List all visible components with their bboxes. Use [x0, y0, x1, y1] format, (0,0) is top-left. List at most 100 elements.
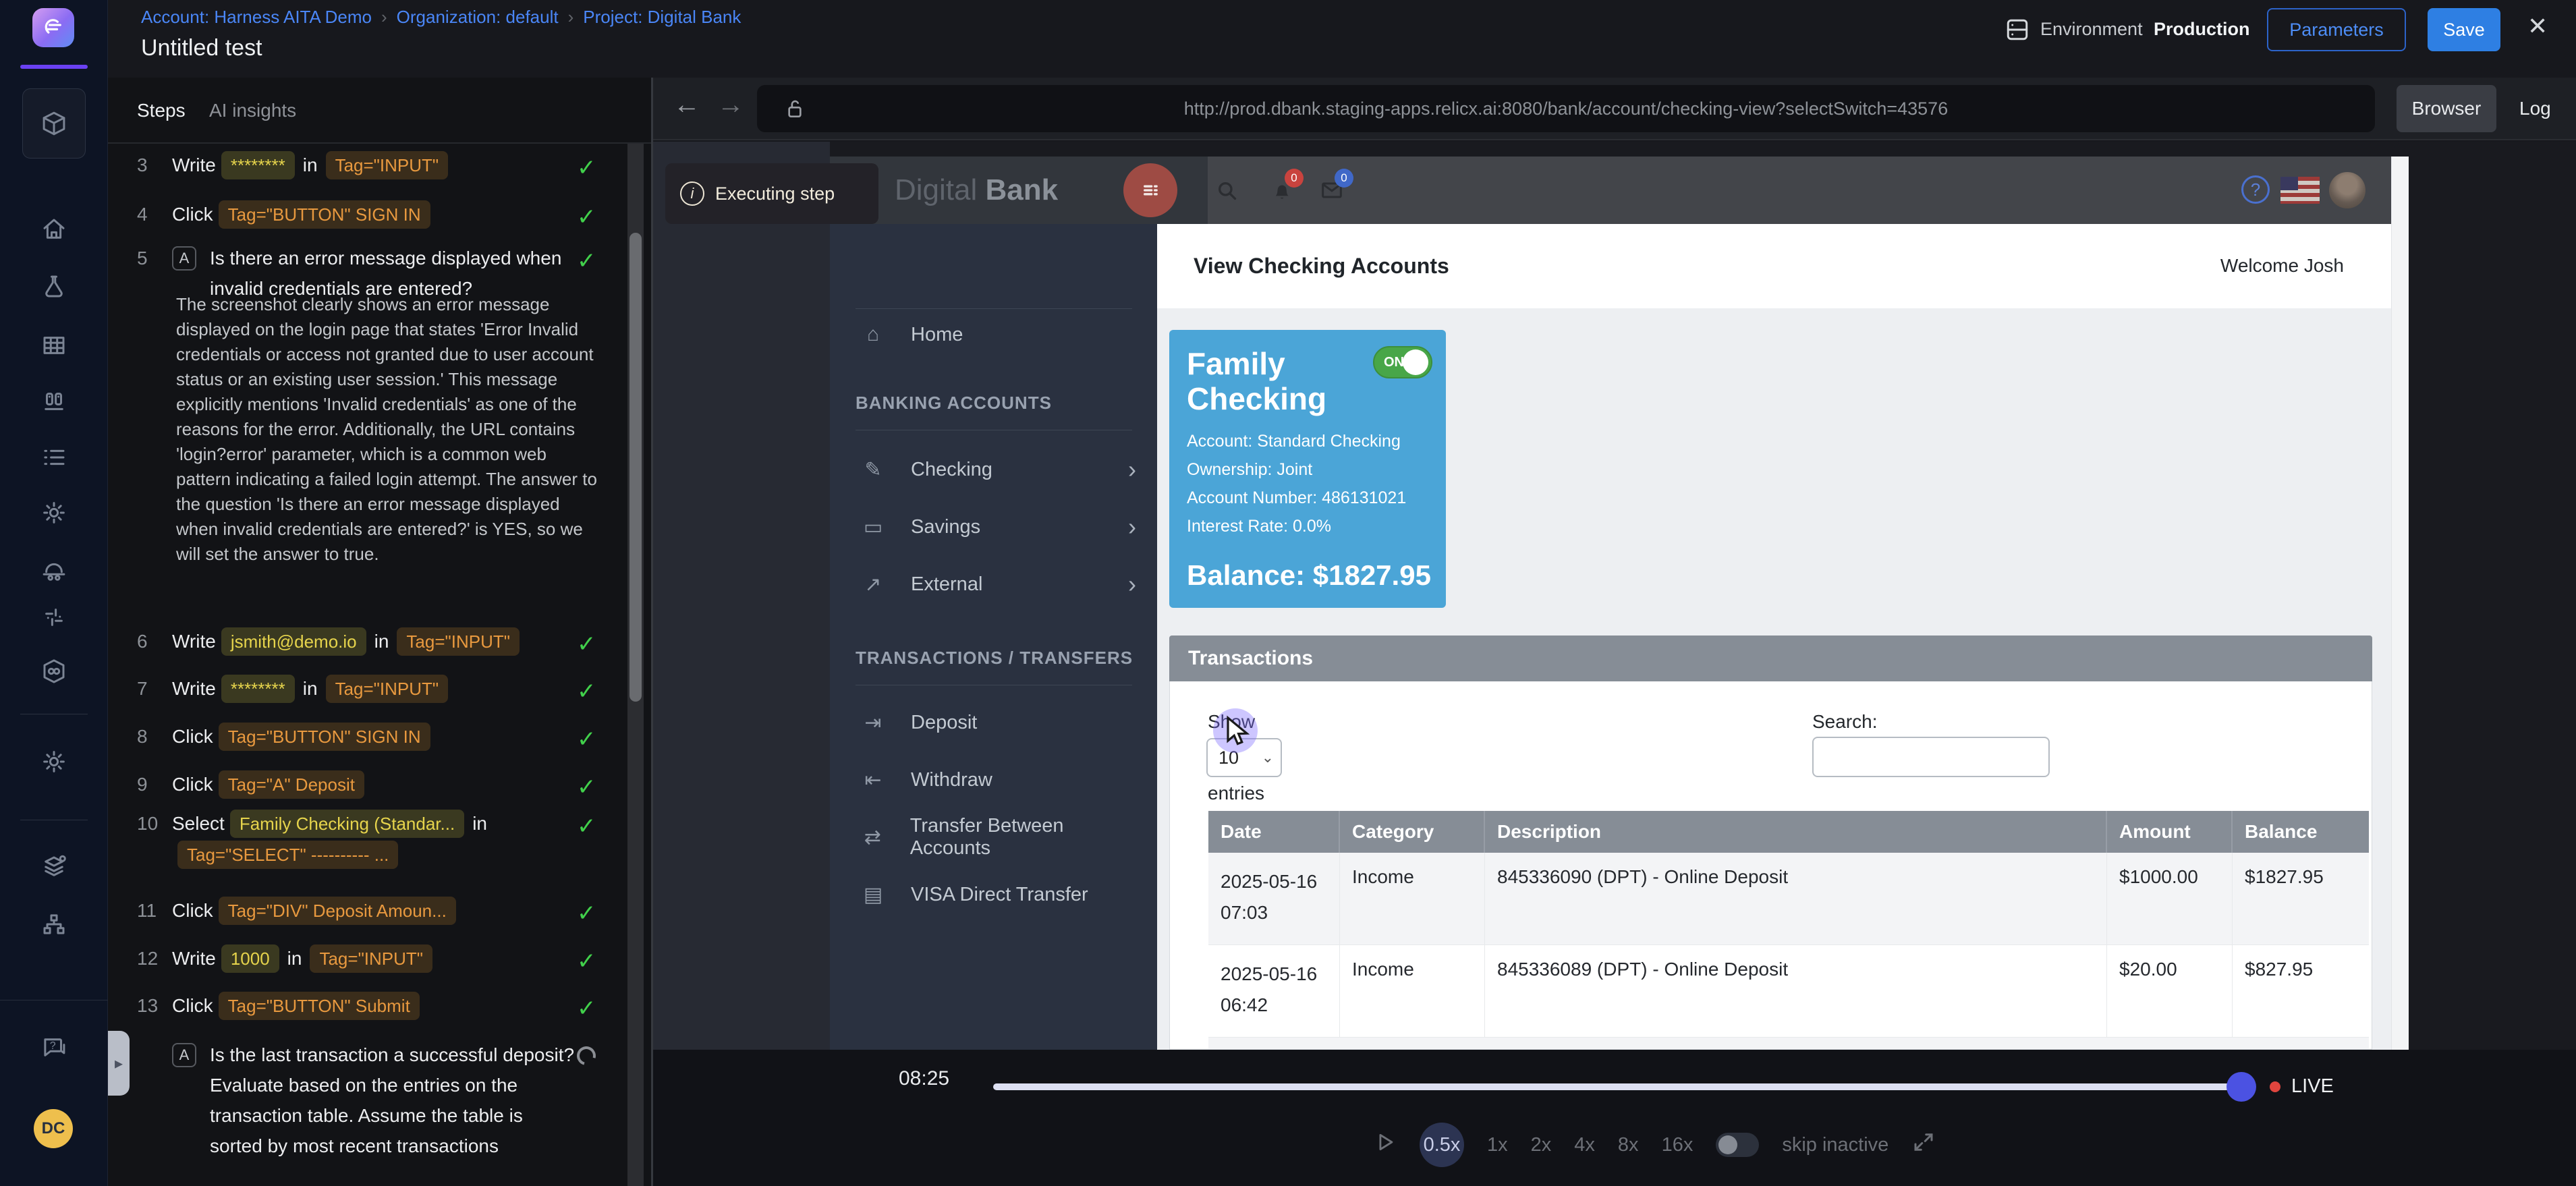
assertion-badge: A	[172, 246, 196, 271]
speed-option-2x[interactable]: 2x	[1530, 1133, 1552, 1156]
step-selector-badge: Tag="INPUT"	[397, 627, 520, 656]
mail-icon[interactable]: 0	[1318, 169, 1353, 207]
column-header[interactable]: Description	[1485, 811, 2107, 853]
account-toggle[interactable]: ON	[1373, 346, 1432, 378]
list-icon[interactable]	[39, 443, 69, 472]
table-header-row: Date Category Description Amount Balance	[1208, 811, 2369, 853]
close-icon[interactable]: ✕	[2527, 12, 2548, 40]
card-icon: ▤	[863, 883, 883, 906]
step-description: Click Tag="A" Deposit	[172, 769, 550, 800]
step-row[interactable]: 10 Select Family Checking (Standar... in Tag…	[137, 808, 609, 870]
speed-option-16x[interactable]: 16x	[1661, 1133, 1693, 1156]
environments-icon[interactable]	[39, 387, 69, 416]
step-row[interactable]: 4 Click Tag="BUTTON" SIGN IN ✓	[137, 199, 609, 230]
save-button[interactable]: Save	[2428, 8, 2500, 51]
environment-icon	[2003, 15, 2032, 45]
sidebar-item-external[interactable]: ↗ External ›	[858, 568, 1142, 600]
step-row[interactable]: 5 A Is there an error message displayed wh…	[137, 243, 609, 304]
tab-steps[interactable]: Steps	[137, 100, 186, 121]
settings-gear-icon[interactable]	[39, 747, 69, 776]
column-header[interactable]: Balance	[2245, 821, 2318, 842]
progress-knob[interactable]	[2227, 1072, 2256, 1102]
account-detail-line: Ownership: Joint	[1187, 460, 1313, 479]
chevron-right-icon: ›	[1128, 570, 1136, 598]
flask-icon[interactable]	[39, 272, 69, 302]
account-balance: Balance: $1827.95	[1187, 559, 1431, 591]
page-scrollbar[interactable]	[2391, 157, 2409, 1050]
step-row[interactable]: 13 Click Tag="BUTTON" Submit ✓	[137, 990, 609, 1021]
home-icon[interactable]	[39, 215, 69, 244]
search-input[interactable]	[1812, 737, 2050, 777]
speed-option-1x[interactable]: 1x	[1487, 1133, 1508, 1156]
help-chat-icon[interactable]: ?	[39, 1033, 69, 1063]
column-header[interactable]: Amount	[2107, 811, 2233, 853]
bank-brand[interactable]: Digital Bank	[895, 173, 1059, 206]
panel-divider[interactable]	[651, 78, 653, 1186]
column-header[interactable]: Category	[1340, 811, 1485, 853]
remote-viewport: Digital Bank 0 0 ?	[830, 157, 2409, 1050]
step-row[interactable]: 12 Write 1000 in Tag="INPUT" ✓	[137, 943, 609, 974]
sidebar-item-checking[interactable]: ✎ Checking ›	[858, 453, 1142, 486]
layers-settings-icon[interactable]	[39, 852, 69, 882]
table-row[interactable]: 2025-05-16 06:42 Income 845336089 (DPT) - O…	[1208, 945, 2369, 1038]
bank-menu-button[interactable]	[1123, 163, 1177, 217]
help-icon[interactable]: ?	[2241, 175, 2270, 204]
steps-scrollbar-thumb[interactable]	[629, 233, 642, 702]
integrations-icon[interactable]	[39, 602, 69, 632]
sidebar-item-home[interactable]: ⌂ Home	[858, 318, 1142, 351]
sidebar-item-deposit[interactable]: ⇥ Deposit	[858, 706, 1142, 739]
sidebar-item-savings[interactable]: ▭ Savings ›	[858, 511, 1142, 543]
skip-inactive-toggle[interactable]	[1716, 1133, 1760, 1157]
progress-track[interactable]	[993, 1083, 2241, 1090]
module-cube-icon[interactable]	[39, 109, 69, 138]
org-settings-icon[interactable]	[39, 909, 69, 939]
back-arrow-icon[interactable]: ←	[673, 90, 700, 119]
speed-option-4x[interactable]: 4x	[1574, 1133, 1595, 1156]
gear-icon[interactable]	[39, 498, 69, 528]
url-bar[interactable]: http://prod.dbank.staging-apps.relicx.ai…	[757, 85, 2375, 132]
viewport-area: i Executing step Digital Bank 0	[653, 142, 2576, 1050]
browser-tab-button[interactable]: Browser	[2397, 85, 2496, 132]
step-row[interactable]: 6 Write jsmith@demo.io in Tag="INPUT" ✓	[137, 626, 609, 657]
breadcrumb-link[interactable]: Project: Digital Bank	[583, 7, 741, 27]
breadcrumb-link[interactable]: Account: Harness AITA Demo	[141, 7, 372, 27]
column-header[interactable]: Date	[1208, 811, 1340, 853]
step-pass-check-icon: ✓	[577, 814, 596, 839]
executing-step-overlay: i Executing step	[665, 163, 878, 224]
sidebar-item-label: Deposit	[911, 711, 978, 733]
step-row[interactable]: 8 Click Tag="BUTTON" SIGN IN ✓	[137, 721, 609, 752]
step-row[interactable]: 9 Click Tag="A" Deposit ✓	[137, 769, 609, 800]
log-tab-button[interactable]: Log	[2519, 98, 2551, 119]
panel-collapse-handle[interactable]: ▸	[108, 1031, 130, 1096]
step-row[interactable]: A Is the last transaction a successful de…	[137, 1040, 609, 1161]
bell-icon[interactable]: 0	[1268, 169, 1304, 207]
sidebar-item-visa-direct-transfer[interactable]: ▤ VISA Direct Transfer	[858, 878, 1142, 911]
step-action: Click	[172, 726, 213, 747]
sidebar-item-transfer-between-accounts[interactable]: ⇄ Transfer Between Accounts	[858, 815, 1142, 859]
pipeline-icon[interactable]	[39, 656, 69, 686]
breadcrumb-link[interactable]: Organization: default	[396, 7, 559, 27]
speed-option-8x[interactable]: 8x	[1617, 1133, 1639, 1156]
step-row[interactable]: 11 Click Tag="DIV" Deposit Amoun... ✓	[137, 895, 609, 926]
harness-logo-icon[interactable]	[32, 8, 74, 47]
tab-ai-insights[interactable]: AI insights	[209, 100, 297, 121]
step-row[interactable]: 3 Write ******** in Tag="INPUT" ✓	[137, 150, 609, 181]
search-icon[interactable]	[1213, 177, 1240, 207]
parameters-button[interactable]: Parameters	[2267, 8, 2406, 51]
page-size-select[interactable]: 10 ⌄	[1206, 738, 1282, 777]
sidebar-item-withdraw[interactable]: ⇤ Withdraw	[858, 764, 1142, 796]
expand-icon[interactable]	[1911, 1130, 1936, 1160]
language-flag-icon[interactable]	[2280, 177, 2320, 204]
table-row[interactable]: 2025-05-16 07:03 Income 845336090 (DPT) - O…	[1208, 853, 2369, 945]
grid-icon[interactable]	[39, 331, 69, 360]
step-pass-check-icon: ✓	[577, 901, 596, 926]
step-row[interactable]: 7 Write ******** in Tag="INPUT" ✓	[137, 673, 609, 704]
incognito-agent-icon[interactable]	[39, 556, 69, 586]
browser-panel: ← → http://prod.dbank.staging-apps.relic…	[653, 78, 2576, 1186]
user-avatar[interactable]: DC	[34, 1109, 73, 1148]
forward-arrow-icon[interactable]: →	[717, 90, 744, 119]
play-icon[interactable]	[1374, 1131, 1397, 1159]
step-action: in	[287, 948, 302, 969]
bank-user-avatar[interactable]	[2329, 172, 2365, 208]
speed-option-0.5x[interactable]: 0.5x	[1420, 1123, 1464, 1167]
